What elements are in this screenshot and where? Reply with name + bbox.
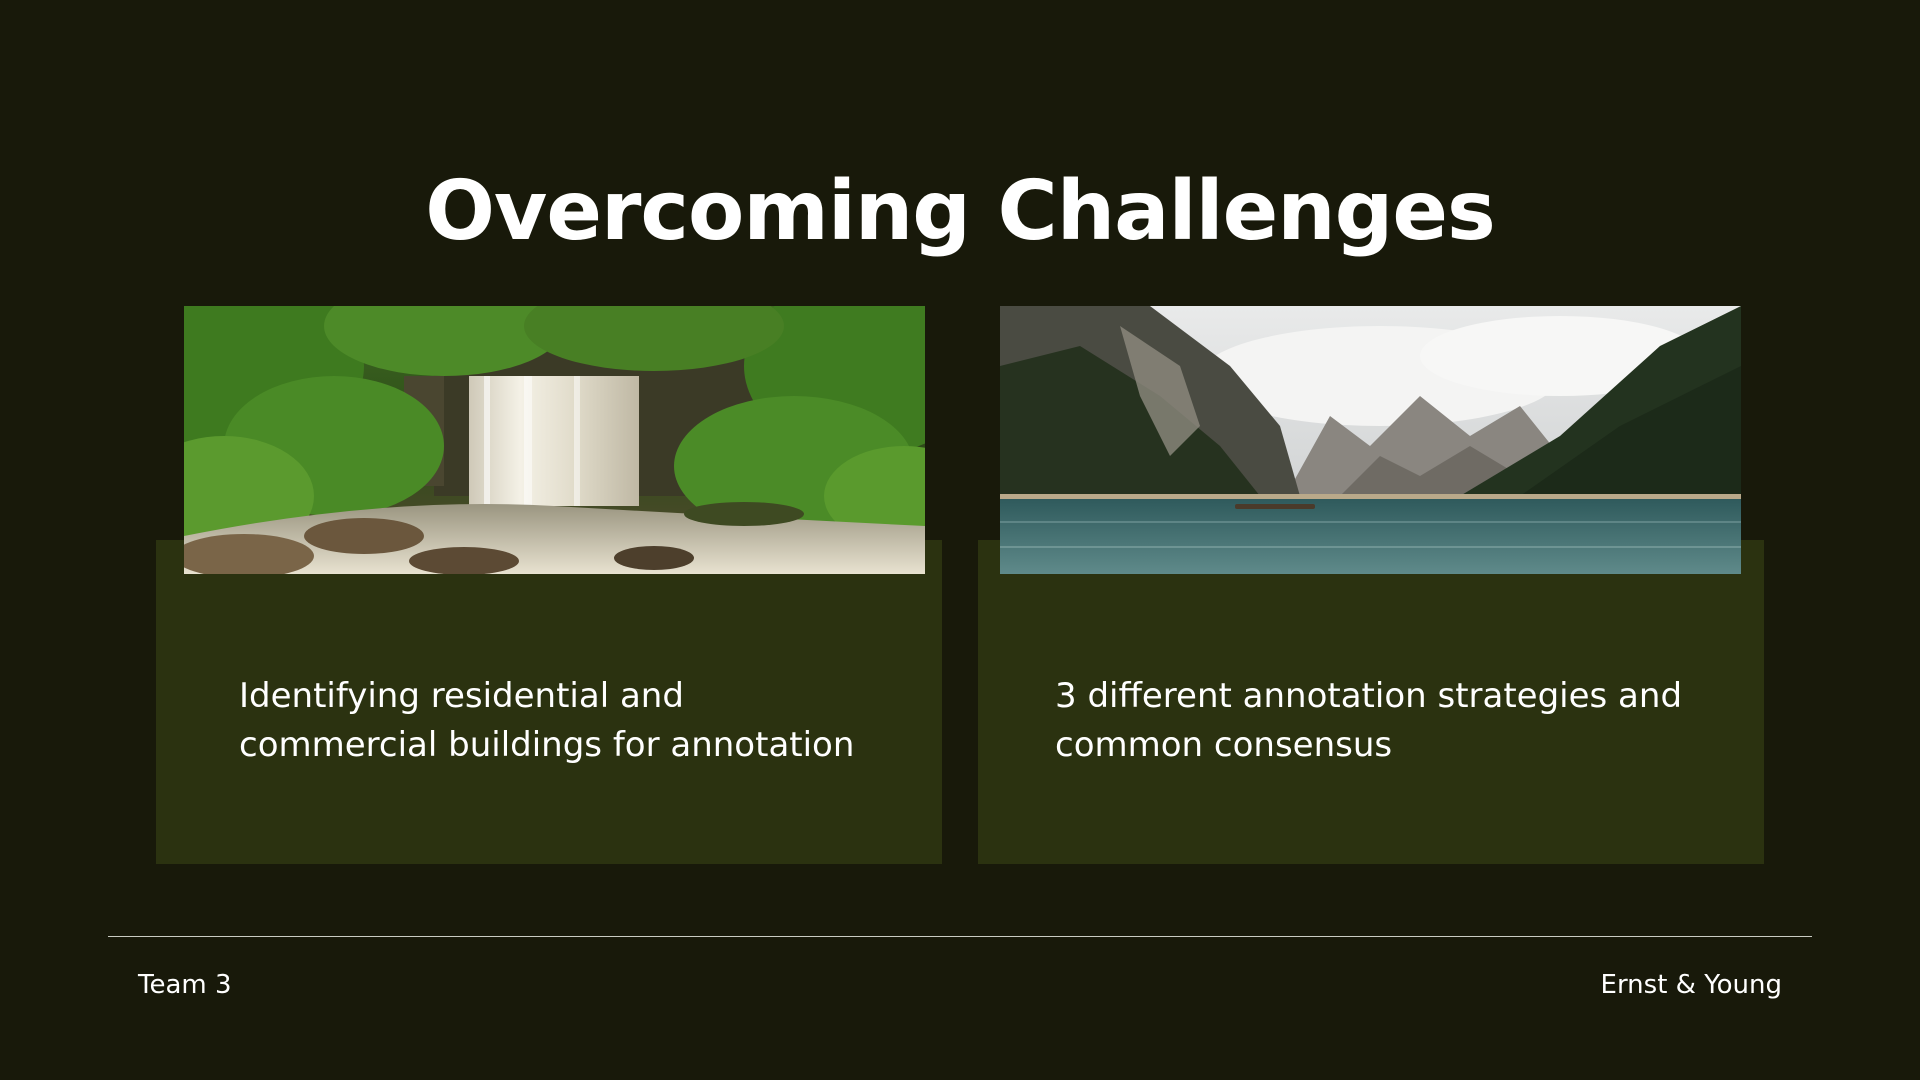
- challenge-text-1: Identifying residential and commercial b…: [239, 672, 899, 770]
- footer-company: Ernst & Young: [1601, 970, 1782, 1000]
- challenge-text-2-line-1: 3 different annotation strategies and: [1055, 672, 1715, 721]
- challenge-text-1-line-1: Identifying residential and: [239, 672, 899, 721]
- waterfall-image: [184, 306, 925, 574]
- challenge-text-2-line-2: common consensus: [1055, 721, 1715, 770]
- mountain-lake-image: [1000, 306, 1741, 574]
- footer-team: Team 3: [138, 970, 232, 1000]
- footer-divider: [108, 936, 1812, 937]
- slide-title: Overcoming Challenges: [0, 163, 1920, 261]
- challenge-text-2: 3 different annotation strategies and co…: [1055, 672, 1715, 770]
- challenge-text-1-line-2: commercial buildings for annotation: [239, 721, 899, 770]
